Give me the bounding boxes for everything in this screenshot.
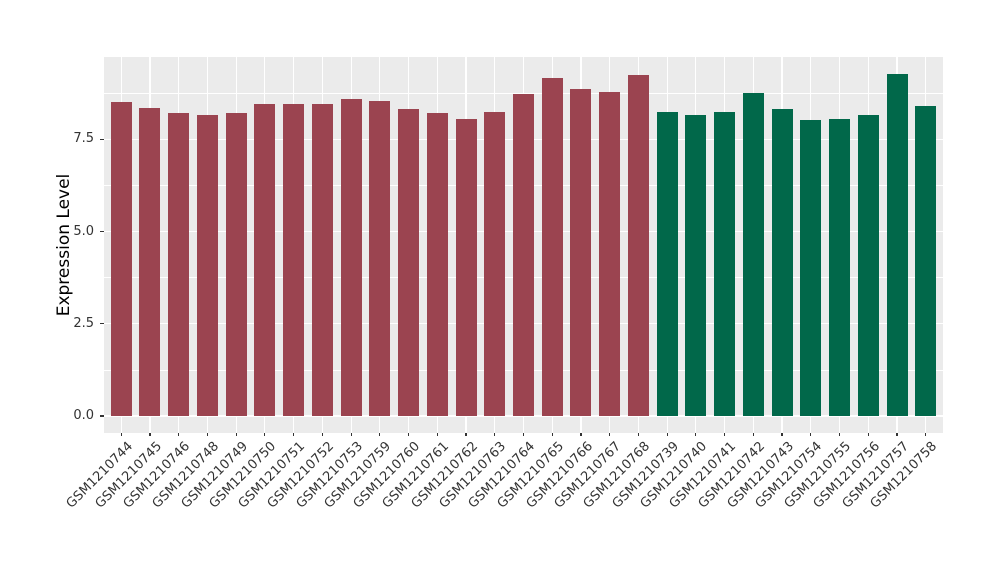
x-axis-tick <box>494 433 496 437</box>
y-axis-tick-label: 2.5 <box>73 315 94 331</box>
x-axis-tick <box>465 433 467 437</box>
x-axis-tick <box>695 433 697 437</box>
bar-GSM1210766 <box>570 89 592 417</box>
bar-GSM1210762 <box>455 119 477 417</box>
x-axis-tick <box>666 433 668 437</box>
x-axis-tick <box>264 433 266 437</box>
bar-GSM1210744 <box>110 102 132 417</box>
bar-GSM1210739 <box>656 111 678 417</box>
x-axis-tick <box>293 433 295 437</box>
x-axis-tick <box>206 433 209 437</box>
x-axis-tick <box>178 433 180 437</box>
x-axis-tick <box>637 433 640 437</box>
bar-GSM1210749 <box>225 112 247 417</box>
y-axis-tick-label: 0.0 <box>73 408 94 424</box>
plot-panel <box>104 57 943 433</box>
x-axis-tick <box>810 433 812 437</box>
y-axis-tick <box>100 323 104 325</box>
bar-GSM1210740 <box>685 114 707 417</box>
x-axis-tick <box>896 433 898 437</box>
bar-GSM1210767 <box>599 91 621 417</box>
x-axis-tick <box>149 433 151 437</box>
bar-GSM1210751 <box>283 104 305 417</box>
bar-GSM1210752 <box>311 103 333 417</box>
bar-GSM1210757 <box>886 73 908 417</box>
bar-GSM1210759 <box>369 100 391 417</box>
x-axis-tick <box>580 433 582 437</box>
bar-GSM1210753 <box>340 99 362 417</box>
x-axis-tick <box>436 433 438 437</box>
y-axis-tick <box>100 230 104 233</box>
y-axis-tick-label: 7.5 <box>73 131 94 147</box>
bar-GSM1210748 <box>196 115 218 417</box>
bar-GSM1210768 <box>627 75 649 417</box>
x-axis-tick <box>379 433 381 437</box>
bar-GSM1210761 <box>426 112 448 417</box>
bar-GSM1210741 <box>714 111 736 417</box>
bar-GSM1210758 <box>915 105 937 417</box>
bar-GSM1210756 <box>857 114 879 417</box>
x-axis-tick <box>407 433 410 437</box>
bar-GSM1210746 <box>168 112 190 417</box>
y-axis-title: Expression Level <box>54 173 74 317</box>
bar-GSM1210754 <box>800 120 822 417</box>
x-axis-tick <box>752 433 754 437</box>
x-axis-tick <box>350 433 352 437</box>
bar-GSM1210755 <box>829 118 851 417</box>
x-axis-tick <box>781 433 783 437</box>
x-axis-tick <box>321 433 323 437</box>
bar-GSM1210745 <box>139 108 161 417</box>
bar-GSM1210763 <box>484 111 506 417</box>
x-axis-tick <box>522 433 525 437</box>
bar-GSM1210764 <box>513 94 534 417</box>
x-axis-tick <box>120 433 122 437</box>
x-axis-tick <box>838 433 841 437</box>
x-axis-tick <box>925 433 927 437</box>
bar-GSM1210750 <box>254 103 276 417</box>
x-axis-tick <box>867 433 869 437</box>
y-axis-tick <box>100 138 104 140</box>
x-axis-tick <box>609 433 611 437</box>
bar-GSM1210742 <box>742 93 764 417</box>
y-axis-tick <box>100 415 104 417</box>
x-axis-tick <box>724 433 726 437</box>
bar-GSM1210760 <box>398 108 420 417</box>
x-axis-tick <box>235 433 237 437</box>
bar-GSM1210743 <box>771 109 793 417</box>
bar-GSM1210765 <box>541 78 563 417</box>
y-axis-tick-label: 5.0 <box>73 223 94 239</box>
x-axis-tick <box>551 433 553 437</box>
